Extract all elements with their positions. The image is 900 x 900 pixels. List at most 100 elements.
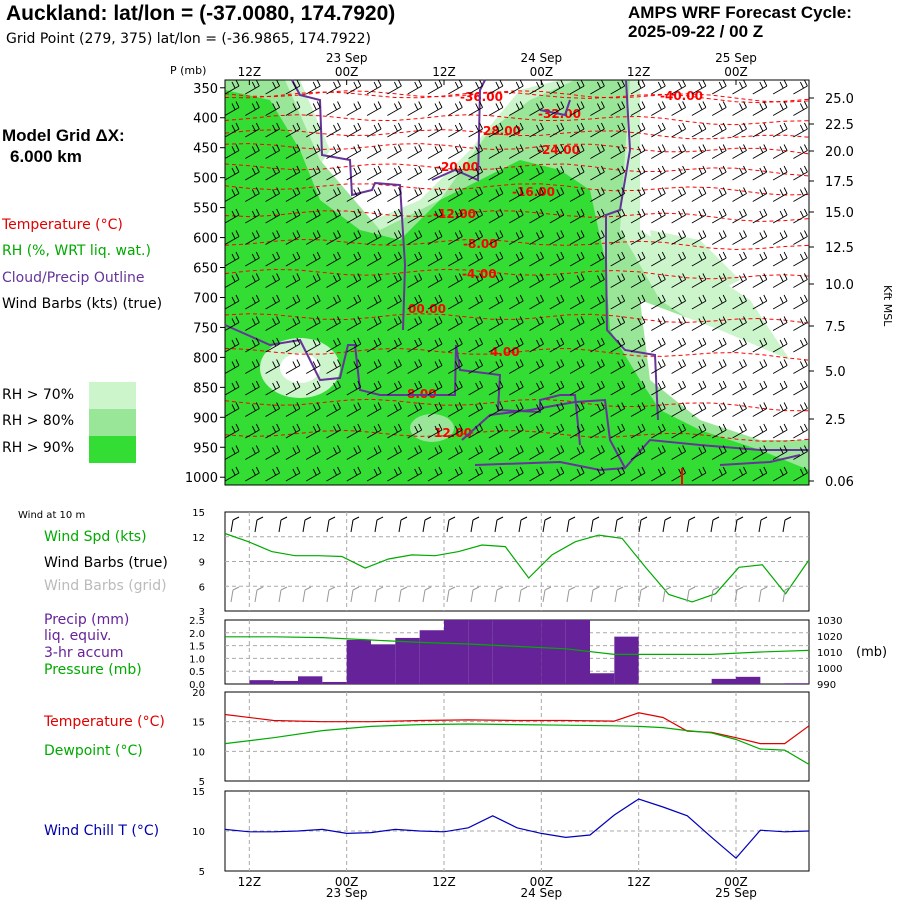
- wind-barb: [224, 316, 240, 331]
- precip-panel-ytick-label: 1.5: [189, 642, 205, 653]
- wind-barb: [468, 445, 484, 460]
- wind-barb-glyph: [630, 337, 646, 353]
- wind-barb: [407, 187, 423, 202]
- wind-barb-grid: [782, 586, 792, 603]
- wind-barb: [265, 101, 281, 116]
- wind-barb-glyph: [427, 466, 443, 482]
- wind-barb-glyph: [793, 208, 808, 224]
- wind-barb: [711, 316, 727, 331]
- wind-barb-glyph: [366, 187, 382, 202]
- wind-barb: [366, 273, 382, 288]
- wind-barb-glyph: [387, 316, 402, 331]
- wind-barb-glyph: [366, 316, 382, 331]
- date-label-top: 24 Sep: [520, 51, 562, 65]
- wind-barb-glyph: [285, 101, 301, 116]
- wind-barb: [671, 251, 687, 267]
- wind-barb: [793, 101, 808, 116]
- wind-barb: [427, 294, 443, 310]
- wind-barb-glyph: [448, 165, 463, 181]
- wind-barb: [772, 251, 788, 267]
- wind-barb-glyph: [752, 402, 768, 417]
- wind-barb: [793, 445, 808, 460]
- wind-barb-true: [278, 516, 288, 533]
- wind-barb: [407, 101, 423, 116]
- wind-barb: [387, 273, 402, 288]
- wind-barb: [651, 187, 666, 202]
- wind-barb-glyph: [245, 251, 260, 267]
- wind-barb: [772, 294, 788, 310]
- pressure-tick-label: 450: [193, 142, 218, 157]
- wind-barb-glyph: [427, 316, 443, 331]
- precip-panel-ytick-label: 2.5: [189, 616, 205, 627]
- wind-barb: [691, 466, 707, 482]
- wind-barb: [630, 122, 646, 138]
- wind-barb: [529, 187, 544, 202]
- wind-barb-glyph: [630, 423, 646, 439]
- wind-barb: [285, 79, 301, 95]
- wind-barb-glyph: [549, 316, 565, 331]
- wind-barb-glyph: [224, 337, 240, 353]
- wind-barb: [691, 251, 707, 267]
- wind-barb: [732, 144, 747, 159]
- wind-barb-glyph: [793, 273, 808, 288]
- wind-barb: [326, 208, 341, 224]
- wind-barb: [326, 316, 341, 331]
- wind-barb: [549, 230, 565, 245]
- series-layer: -40.00-36.00-32.00-28.00-24.00-20.00-16.…: [224, 79, 810, 860]
- wind-barb-grid: [662, 586, 672, 603]
- wind-barb: [448, 230, 463, 245]
- wind-barb-glyph: [326, 144, 341, 159]
- wind-barb: [610, 101, 626, 116]
- wind-barb: [651, 466, 666, 482]
- wind-barb-glyph: [691, 380, 707, 396]
- wind-barb-true: [734, 516, 744, 533]
- wind-barb-glyph: [671, 359, 687, 374]
- wind-barb-glyph: [711, 380, 727, 396]
- wind-barb-glyph: [407, 79, 423, 95]
- wind-barb: [671, 273, 687, 288]
- wind-barb-glyph: [224, 423, 240, 439]
- wind-barb: [732, 208, 747, 224]
- wind-barb-glyph: [488, 187, 504, 202]
- wind-barb: [651, 337, 666, 353]
- precip-bar: [419, 630, 444, 684]
- wind-barb-glyph: [752, 251, 768, 267]
- wind-barb-glyph: [732, 273, 747, 288]
- height-tick-label: 0.06: [825, 475, 854, 490]
- wind-barb: [407, 466, 423, 482]
- wind-barb: [711, 122, 727, 138]
- wind-barb-glyph: [407, 423, 423, 439]
- wind-barb: [508, 165, 524, 181]
- wind-barb: [468, 359, 484, 374]
- wind-barb-glyph: [245, 79, 260, 95]
- wind-barb-glyph: [366, 273, 382, 288]
- wind-barb: [651, 294, 666, 310]
- precip-bar: [273, 680, 298, 684]
- wind-barb: [508, 359, 524, 374]
- wind-barb-glyph: [529, 101, 544, 116]
- wind-barb: [569, 359, 585, 374]
- wind-barb-glyph: [529, 423, 544, 439]
- wind-barb: [346, 122, 362, 138]
- wind-barb-glyph: [366, 359, 382, 374]
- wind-barb-glyph: [326, 79, 341, 95]
- wind-barb: [752, 316, 768, 331]
- precip-panel-ytick-right-label: 990: [817, 680, 836, 691]
- wind-barb: [793, 294, 808, 310]
- wind-barb: [224, 122, 240, 138]
- wind-barb-glyph: [549, 402, 565, 417]
- wind-barb: [448, 402, 463, 417]
- wind-barb: [265, 466, 281, 482]
- wind-barb-glyph: [793, 165, 808, 181]
- wind-barb: [671, 380, 687, 396]
- wind-barb-glyph: [529, 380, 544, 396]
- wind-barb: [732, 187, 747, 202]
- wind-barb: [326, 337, 341, 353]
- wind-barb: [549, 380, 565, 396]
- wind-barb-glyph: [590, 380, 605, 396]
- wind-barb: [711, 445, 727, 460]
- wind-barb-grid: [758, 586, 768, 603]
- wind-barb-glyph: [630, 316, 646, 331]
- wind-barb: [265, 359, 281, 374]
